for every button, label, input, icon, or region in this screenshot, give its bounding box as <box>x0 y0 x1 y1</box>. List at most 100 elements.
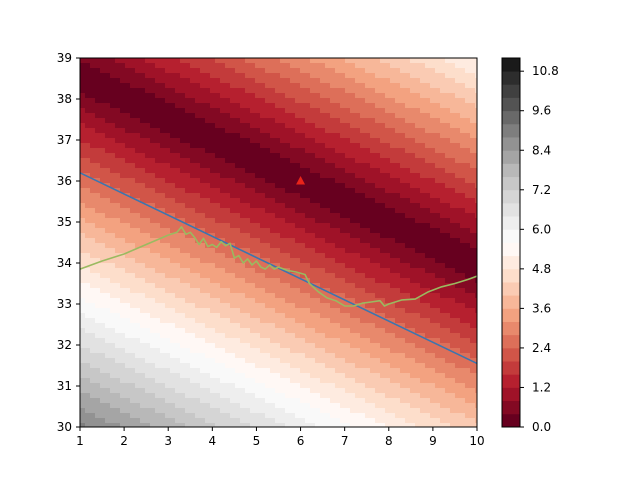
contour-cell <box>195 338 201 344</box>
contour-cell <box>335 193 341 199</box>
contour-cell <box>385 303 391 309</box>
contour-cell <box>420 233 426 239</box>
contour-cell <box>200 303 206 309</box>
contour-cell <box>415 303 421 309</box>
contour-cell <box>150 338 156 344</box>
contour-cell <box>240 228 246 234</box>
contour-cell <box>130 218 136 224</box>
contour-cell <box>255 263 261 269</box>
contour-cell <box>215 228 221 234</box>
contour-cell <box>195 193 201 199</box>
contour-cell <box>235 263 241 269</box>
contour-cell <box>445 318 451 324</box>
contour-cell <box>220 188 226 194</box>
contour-cell <box>420 73 426 79</box>
contour-cell <box>235 258 241 264</box>
contour-cell <box>280 193 286 199</box>
contour-cell <box>260 163 266 169</box>
contour-cell <box>180 318 186 324</box>
contour-cell <box>240 113 246 119</box>
contour-cell <box>205 113 211 119</box>
contour-cell <box>285 293 291 299</box>
contour-cell <box>105 193 111 199</box>
contour-cell <box>340 313 346 319</box>
contour-cell <box>90 223 96 229</box>
contour-cell <box>190 268 196 274</box>
contour-cell <box>285 113 291 119</box>
contour-cell <box>215 153 221 159</box>
contour-cell <box>165 98 171 104</box>
contour-cell <box>165 338 171 344</box>
contour-cell <box>335 228 341 234</box>
contour-cell <box>455 343 461 349</box>
contour-cell <box>245 148 251 154</box>
contour-cell <box>110 288 116 294</box>
contour-cell <box>475 323 477 329</box>
contour-cell <box>260 318 266 324</box>
contour-cell <box>240 128 246 134</box>
contour-cell <box>465 193 471 199</box>
contour-cell <box>170 148 176 154</box>
contour-cell <box>90 78 96 84</box>
contour-cell <box>250 123 256 129</box>
contour-cell <box>235 348 241 354</box>
contour-cell <box>310 73 316 79</box>
contour-cell <box>220 233 226 239</box>
contour-cell <box>185 283 191 289</box>
contour-cell <box>280 223 286 229</box>
contour-cell <box>225 238 231 244</box>
contour-cell <box>370 213 376 219</box>
contour-cell <box>135 188 141 194</box>
contour-cell <box>465 83 471 89</box>
contour-cell <box>230 183 236 189</box>
contour-cell <box>430 313 436 319</box>
contour-cell <box>295 228 301 234</box>
contour-cell <box>440 218 446 224</box>
contour-cell <box>315 268 321 274</box>
contour-cell <box>450 108 456 114</box>
contour-cell <box>215 103 221 109</box>
contour-cell <box>320 238 326 244</box>
contour-cell <box>330 118 336 124</box>
contour-cell <box>470 113 476 119</box>
contour-cell <box>145 208 151 214</box>
contour-cell <box>125 128 131 134</box>
contour-cell <box>100 308 106 314</box>
contour-cell <box>450 343 456 349</box>
contour-cell <box>80 73 86 79</box>
contour-cell <box>395 153 401 159</box>
contour-cell <box>85 183 91 189</box>
contour-cell <box>470 88 476 94</box>
contour-cell <box>455 163 461 169</box>
contour-cell <box>90 113 96 119</box>
contour-cell <box>175 358 181 364</box>
contour-cell <box>90 243 96 249</box>
contour-cell <box>380 58 386 64</box>
contour-cell <box>225 288 231 294</box>
contour-cell <box>195 278 201 284</box>
contour-cell <box>425 308 431 314</box>
contour-cell <box>170 208 176 214</box>
contour-cell <box>475 243 477 249</box>
contour-cell <box>430 98 436 104</box>
contour-cell <box>165 198 171 204</box>
contour-cell <box>280 253 286 259</box>
contour-cell <box>280 198 286 204</box>
contour-cell <box>285 103 291 109</box>
contour-cell <box>415 328 421 334</box>
contour-cell <box>390 338 396 344</box>
contour-cell <box>370 258 376 264</box>
contour-cell <box>100 238 106 244</box>
contour-cell <box>460 253 466 259</box>
contour-cell <box>175 328 181 334</box>
contour-cell <box>290 333 296 339</box>
contour-cell <box>470 128 476 134</box>
contour-cell <box>365 213 371 219</box>
contour-cell <box>120 163 126 169</box>
contour-cell <box>230 173 236 179</box>
contour-cell <box>120 358 126 364</box>
contour-cell <box>220 258 226 264</box>
contour-cell <box>120 248 126 254</box>
contour-cell <box>270 203 276 209</box>
contour-cell <box>375 158 381 164</box>
